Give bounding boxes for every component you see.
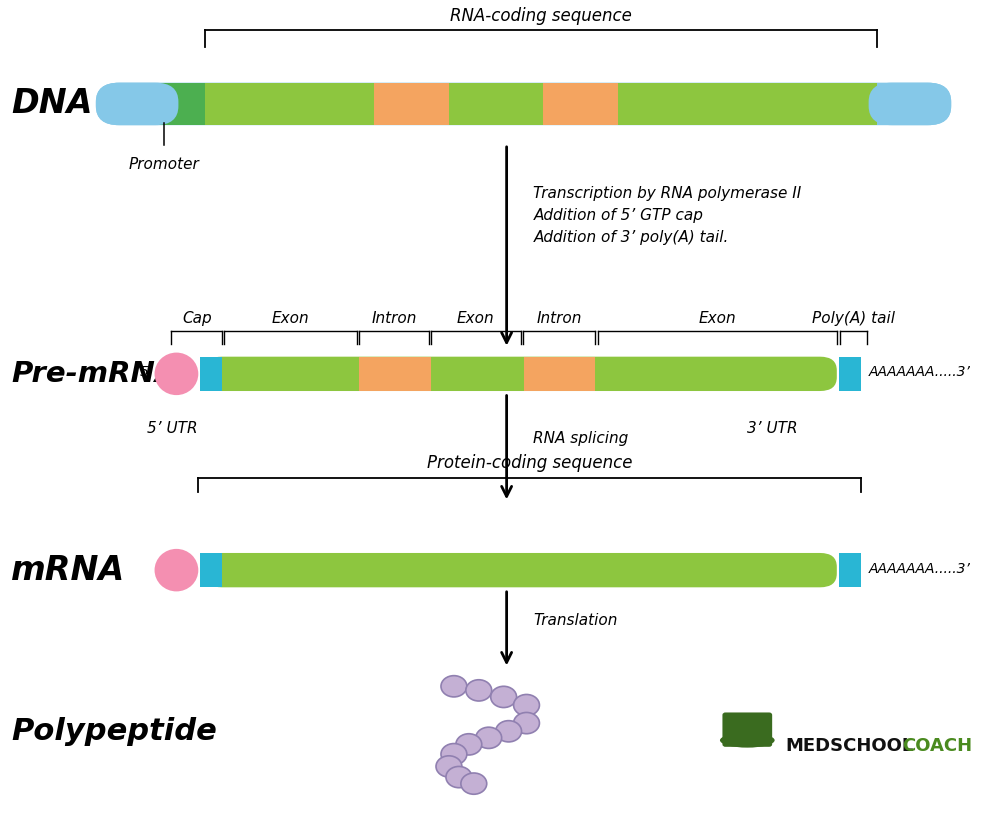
Circle shape: [514, 713, 539, 734]
Circle shape: [446, 767, 472, 787]
Bar: [374, 83, 449, 125]
FancyBboxPatch shape: [96, 83, 178, 125]
Text: MEDSCHOOL: MEDSCHOOL: [785, 737, 913, 755]
Circle shape: [461, 773, 487, 794]
Circle shape: [436, 756, 462, 777]
Text: Cap: Cap: [182, 310, 212, 326]
Text: COACH: COACH: [902, 737, 973, 755]
Text: Exon: Exon: [699, 310, 736, 326]
FancyBboxPatch shape: [96, 83, 951, 125]
Circle shape: [476, 727, 502, 749]
Bar: [543, 83, 618, 125]
Text: 3’ UTR: 3’ UTR: [747, 421, 797, 436]
Text: Poly(A) tail: Poly(A) tail: [812, 310, 895, 326]
Ellipse shape: [155, 549, 198, 591]
Text: Translation: Translation: [533, 612, 618, 627]
Text: RNA splicing: RNA splicing: [533, 431, 629, 446]
Bar: [200, 553, 222, 587]
FancyBboxPatch shape: [869, 83, 951, 125]
Circle shape: [466, 680, 492, 701]
Bar: [200, 356, 222, 391]
Text: 5’: 5’: [139, 365, 153, 379]
Bar: [359, 356, 431, 391]
Text: Addition of 3’ poly(A) tail.: Addition of 3’ poly(A) tail.: [533, 230, 729, 245]
Circle shape: [441, 744, 467, 765]
Text: Pre-mRNA: Pre-mRNA: [11, 360, 178, 388]
Bar: [156, 83, 205, 125]
Text: Protein-coding sequence: Protein-coding sequence: [427, 454, 632, 472]
Text: Intron: Intron: [372, 310, 417, 326]
Bar: [524, 356, 595, 391]
Text: Polypeptide: Polypeptide: [11, 717, 217, 745]
FancyBboxPatch shape: [722, 713, 772, 747]
Circle shape: [441, 676, 467, 697]
Bar: [839, 553, 861, 587]
Text: Addition of 5’ GTP cap: Addition of 5’ GTP cap: [533, 208, 703, 222]
Text: DNA: DNA: [11, 87, 93, 121]
Bar: [839, 356, 861, 391]
Circle shape: [491, 686, 517, 708]
Circle shape: [496, 721, 522, 742]
Text: mRNA: mRNA: [11, 553, 126, 587]
FancyBboxPatch shape: [205, 356, 837, 391]
Circle shape: [514, 695, 539, 716]
Text: AAAAAAA.....3’: AAAAAAA.....3’: [869, 365, 971, 379]
Text: 5’ UTR: 5’ UTR: [147, 421, 198, 436]
Text: AAAAAAA.....3’: AAAAAAA.....3’: [869, 562, 971, 576]
Ellipse shape: [720, 733, 775, 748]
Circle shape: [456, 734, 482, 755]
Text: Exon: Exon: [272, 310, 310, 326]
Text: Promoter: Promoter: [128, 157, 199, 172]
Ellipse shape: [155, 352, 198, 395]
Text: Intron: Intron: [536, 310, 582, 326]
Text: RNA-coding sequence: RNA-coding sequence: [450, 7, 632, 25]
Text: Exon: Exon: [457, 310, 495, 326]
FancyBboxPatch shape: [205, 553, 837, 587]
Text: Transcription by RNA polymerase II: Transcription by RNA polymerase II: [533, 186, 802, 200]
Bar: [156, 83, 877, 125]
